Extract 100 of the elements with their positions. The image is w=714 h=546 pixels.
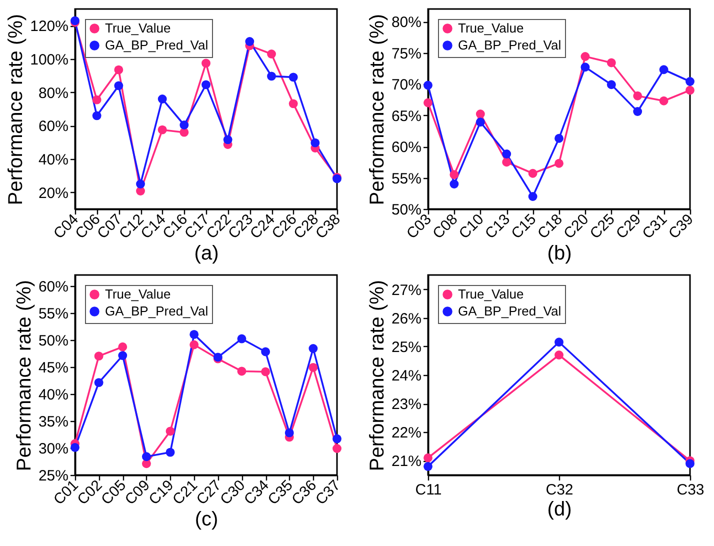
y-tick-label: 27% xyxy=(391,282,422,299)
point xyxy=(554,338,564,347)
x-tick-label: C32 xyxy=(546,482,574,498)
y-tick-label: 80% xyxy=(38,84,68,102)
point xyxy=(267,72,276,81)
legend-label: GA_BP_Pred_Val xyxy=(105,38,208,52)
point xyxy=(332,434,342,444)
legend-label: True_Value xyxy=(105,20,171,36)
y-tick-label: 100% xyxy=(30,52,68,68)
point xyxy=(118,351,128,360)
y-tick-label: 24% xyxy=(391,368,422,384)
y-tick-label: 23% xyxy=(391,396,422,414)
point xyxy=(310,138,320,148)
point xyxy=(190,340,199,350)
x-axis-title: (c) xyxy=(194,508,218,531)
y-tick-label: 20% xyxy=(38,184,68,202)
point xyxy=(606,80,616,90)
point xyxy=(424,453,432,462)
y-tick-label: 40% xyxy=(38,152,68,168)
y-tick-label: 30% xyxy=(38,440,68,458)
point xyxy=(261,367,270,376)
point xyxy=(686,77,694,86)
y-tick-label: 50% xyxy=(391,202,422,218)
point xyxy=(223,135,232,144)
y-tick-label: 70% xyxy=(391,76,422,94)
y-tick-label: 26% xyxy=(391,310,422,328)
y-tick-label: 25% xyxy=(391,338,422,356)
point xyxy=(308,362,318,372)
point xyxy=(424,462,432,471)
y-tick-label: 60% xyxy=(391,139,422,156)
point xyxy=(92,95,102,104)
point xyxy=(633,107,642,116)
y-axis-title: Performance rate (%) xyxy=(13,280,36,472)
y-tick-label: 80% xyxy=(391,14,422,31)
point xyxy=(580,52,590,61)
y-tick-label: 120% xyxy=(30,18,68,36)
point xyxy=(202,58,210,68)
point xyxy=(476,110,485,118)
y-tick-label: 60% xyxy=(38,278,68,296)
point xyxy=(659,96,668,106)
point xyxy=(158,125,167,134)
point xyxy=(180,120,189,130)
point xyxy=(606,58,616,68)
point xyxy=(528,192,538,201)
point xyxy=(158,94,167,104)
y-tick-label: 50% xyxy=(38,332,68,350)
y-axis-title: Performance rate (%) xyxy=(5,14,28,206)
point xyxy=(554,350,564,360)
y-tick-label: 45% xyxy=(38,359,68,376)
y-tick-label: 65% xyxy=(391,108,422,125)
point xyxy=(142,452,151,462)
point xyxy=(94,352,104,361)
point xyxy=(245,37,254,46)
legend-label: GA_BP_Pred_Val xyxy=(458,304,562,318)
point xyxy=(237,334,246,344)
point xyxy=(633,91,642,100)
legend-label: GA_BP_Pred_Val xyxy=(105,304,208,318)
point xyxy=(308,344,318,353)
x-axis-title: (d) xyxy=(547,498,572,520)
y-tick-label: 60% xyxy=(38,118,68,136)
point xyxy=(92,111,102,120)
point xyxy=(190,330,199,339)
point xyxy=(288,99,298,108)
point xyxy=(70,442,80,452)
point xyxy=(237,366,246,376)
point xyxy=(94,378,104,388)
legend-label: GA_BP_Pred_Val xyxy=(458,38,562,52)
point xyxy=(554,134,564,143)
x-axis-title: (b) xyxy=(547,242,572,265)
point xyxy=(554,158,564,168)
x-tick-label: C33 xyxy=(676,482,704,498)
point xyxy=(424,98,432,108)
point xyxy=(261,347,270,356)
point xyxy=(502,150,512,158)
point xyxy=(424,80,432,90)
y-tick-label: 35% xyxy=(38,413,68,430)
y-axis-title: Performance rate (%) xyxy=(366,280,388,472)
y-tick-label: 75% xyxy=(391,45,422,62)
point xyxy=(686,459,694,468)
point xyxy=(166,448,175,457)
point xyxy=(528,168,538,178)
point xyxy=(202,80,210,90)
y-axis-title: Performance rate (%) xyxy=(366,14,388,206)
point xyxy=(450,170,459,180)
point xyxy=(659,65,668,74)
point xyxy=(284,428,294,438)
point xyxy=(166,426,175,436)
y-tick-label: 25% xyxy=(38,468,68,484)
legend-label: True_Value xyxy=(458,286,524,302)
point xyxy=(267,50,276,58)
y-tick-label: 55% xyxy=(391,170,422,188)
point xyxy=(118,342,128,352)
point xyxy=(332,444,342,453)
y-tick-label: 22% xyxy=(391,424,422,442)
point xyxy=(114,65,124,74)
y-tick-label: 40% xyxy=(38,386,68,404)
point xyxy=(450,180,459,188)
point xyxy=(686,86,694,95)
point xyxy=(114,81,124,90)
point xyxy=(476,118,485,127)
